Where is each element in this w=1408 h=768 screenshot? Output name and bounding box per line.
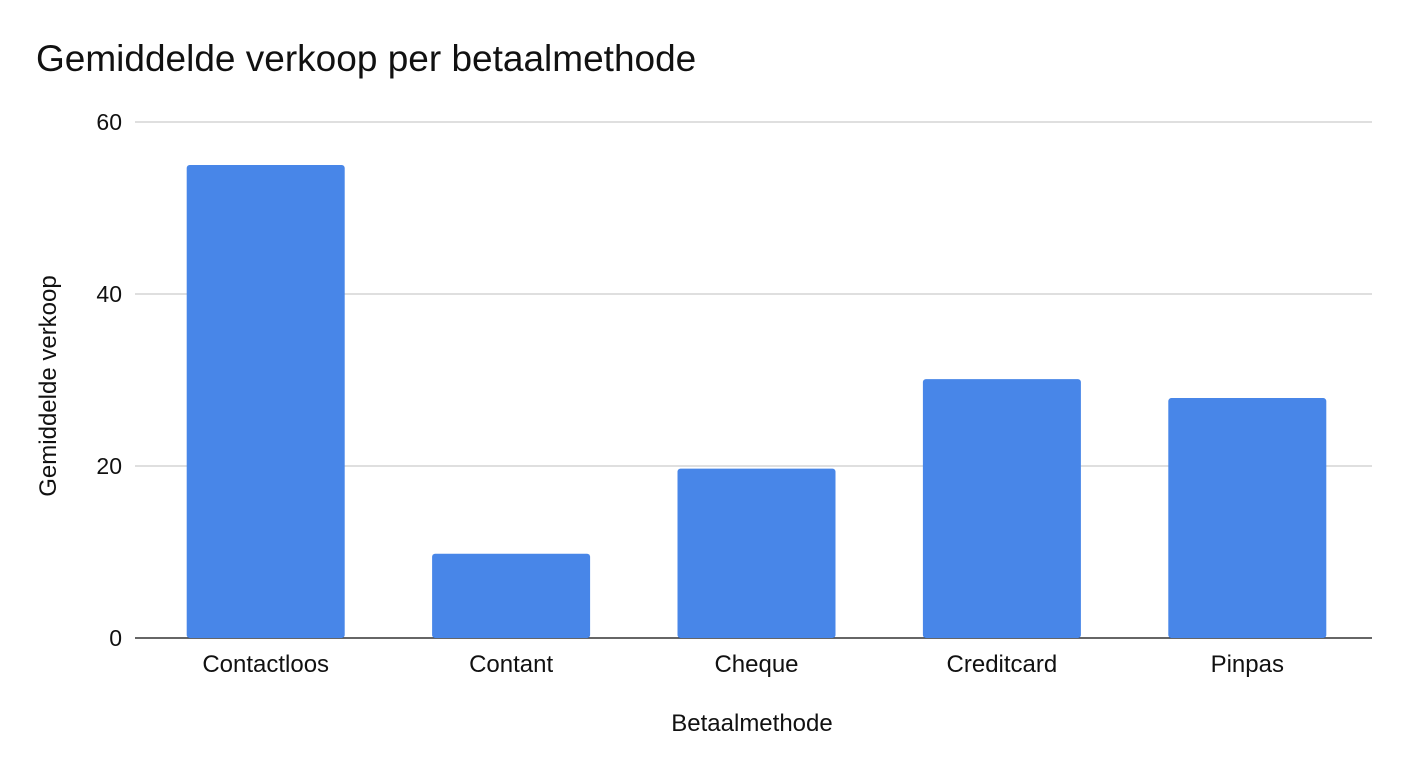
x-tick-label: Pinpas (1211, 651, 1284, 678)
bar-contactloos (186, 165, 345, 638)
bar-cheque (677, 468, 836, 638)
y-tick-label: 40 (96, 281, 122, 307)
chart-title: Gemiddelde verkoop per betaalmethode (36, 38, 697, 79)
y-axis-label: Gemiddelde verkoop (35, 275, 62, 496)
y-tick-label: 60 (96, 109, 122, 135)
bar-contant (432, 553, 591, 638)
x-tick-label: Contant (469, 651, 553, 678)
x-tick-label: Creditcard (947, 651, 1058, 678)
bar-pinpas (1168, 398, 1327, 638)
x-tick-label: Cheque (714, 651, 798, 678)
x-axis-label: Betaalmethode (671, 710, 832, 737)
x-tick-label: Contactloos (202, 651, 329, 678)
y-tick-label: 0 (109, 625, 122, 651)
bar-creditcard (922, 379, 1081, 638)
y-tick-label: 20 (96, 453, 122, 479)
